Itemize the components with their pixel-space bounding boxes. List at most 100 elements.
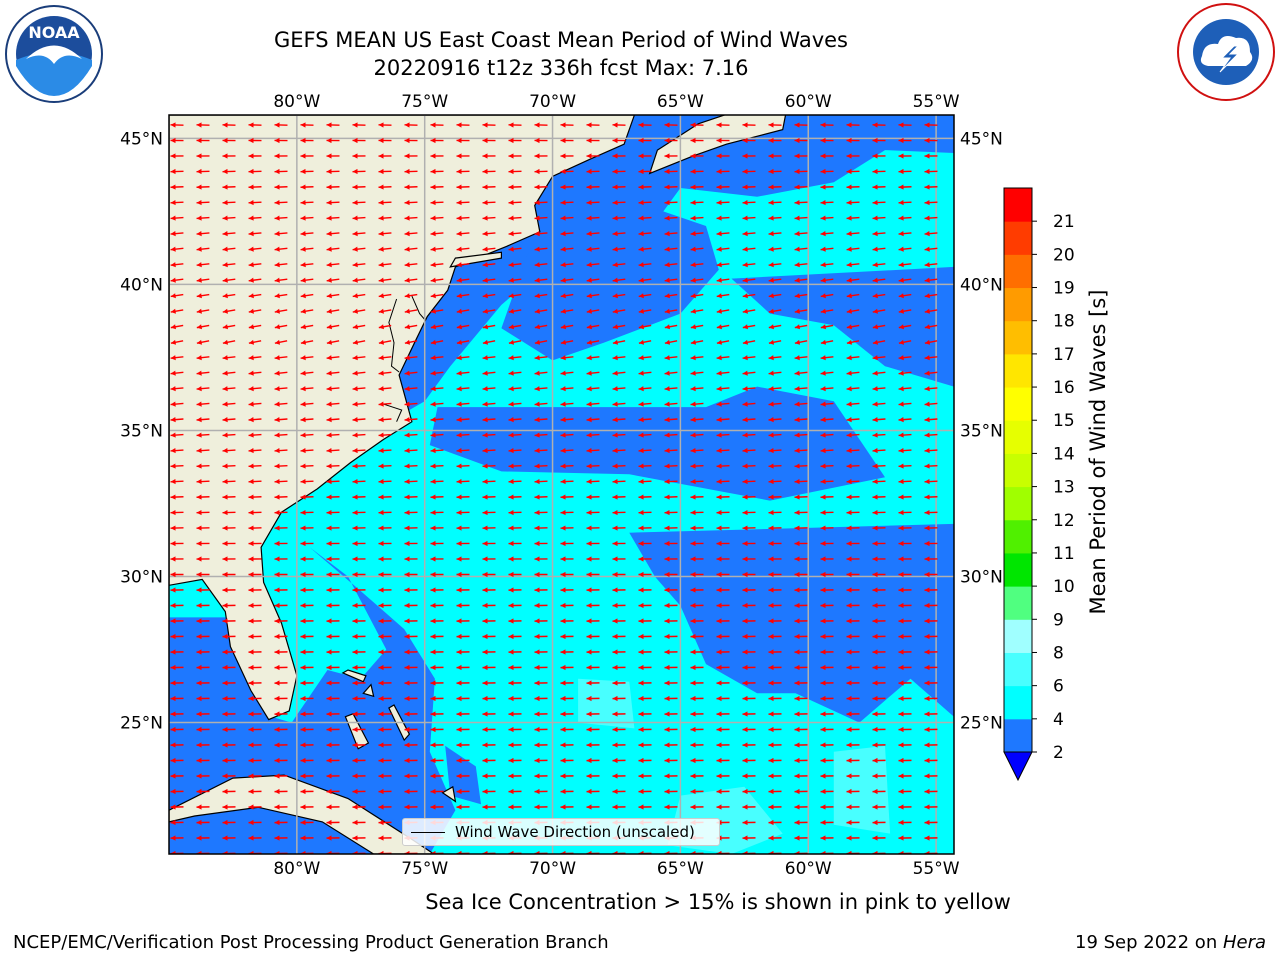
wave-direction-arrow bbox=[560, 339, 574, 345]
wave-direction-arrow bbox=[716, 184, 730, 190]
wave-direction-arrow bbox=[794, 293, 808, 299]
wave-direction-arrow bbox=[456, 153, 470, 159]
wave-direction-arrow bbox=[690, 231, 704, 237]
wave-direction-arrow bbox=[898, 509, 912, 516]
wave-direction-arrow bbox=[196, 463, 210, 469]
bay-coastline bbox=[383, 403, 403, 422]
wave-direction-arrow bbox=[716, 137, 730, 144]
wave-direction-arrow bbox=[534, 355, 548, 361]
wave-direction-arrow bbox=[222, 494, 236, 500]
wave-direction-arrow bbox=[482, 277, 496, 283]
wave-direction-arrow bbox=[352, 386, 366, 392]
wave-direction-arrow bbox=[846, 494, 860, 500]
wave-direction-arrow bbox=[248, 215, 262, 221]
wave-direction-arrow bbox=[508, 525, 522, 531]
colorbar-swatch bbox=[1004, 519, 1032, 554]
wave-direction-arrow bbox=[248, 355, 262, 361]
period-region-6-8s bbox=[578, 678, 635, 729]
wave-direction-arrow bbox=[742, 478, 756, 485]
wave-direction-arrow bbox=[638, 137, 652, 144]
wave-direction-arrow bbox=[274, 448, 288, 454]
wave-direction-arrow bbox=[300, 432, 314, 438]
wave-direction-arrow bbox=[794, 277, 808, 283]
wave-direction-arrow bbox=[612, 246, 626, 252]
wave-direction-arrow bbox=[300, 509, 314, 516]
wave-direction-arrow bbox=[846, 277, 860, 283]
wave-direction-arrow bbox=[534, 293, 548, 299]
wave-direction-arrow bbox=[456, 540, 470, 547]
wave-direction-arrow bbox=[196, 448, 210, 454]
wave-direction-arrow bbox=[482, 494, 496, 500]
wave-direction-arrow bbox=[482, 262, 496, 268]
wave-direction-arrow bbox=[352, 262, 366, 268]
wave-direction-arrow bbox=[664, 355, 678, 361]
wave-direction-arrow bbox=[586, 448, 600, 454]
wave-direction-arrow bbox=[898, 246, 912, 252]
wave-direction-arrow bbox=[456, 168, 470, 175]
wave-direction-arrow bbox=[248, 184, 262, 190]
wave-direction-arrow bbox=[534, 308, 548, 314]
wave-direction-arrow bbox=[534, 448, 548, 454]
wave-direction-arrow bbox=[326, 246, 340, 252]
wave-direction-arrow bbox=[248, 324, 262, 330]
wave-direction-arrow bbox=[820, 308, 834, 314]
colorbar-swatch bbox=[1004, 552, 1032, 587]
wave-direction-arrow bbox=[170, 525, 184, 531]
wave-direction-arrow bbox=[352, 199, 366, 206]
wave-direction-arrow bbox=[508, 432, 522, 438]
wave-direction-arrow bbox=[430, 137, 444, 144]
colorbar-swatch bbox=[1004, 287, 1032, 322]
wave-direction-arrow bbox=[612, 293, 626, 299]
wave-direction-arrow bbox=[274, 540, 288, 547]
wave-direction-arrow bbox=[196, 262, 210, 268]
wave-direction-arrow bbox=[274, 478, 288, 485]
wave-direction-arrow bbox=[664, 339, 678, 345]
wave-direction-arrow bbox=[664, 308, 678, 314]
wave-direction-arrow bbox=[586, 262, 600, 268]
wave-direction-arrow bbox=[664, 122, 678, 128]
host-name: Hera bbox=[1222, 932, 1266, 953]
wave-direction-arrow bbox=[508, 199, 522, 206]
wave-direction-arrow bbox=[638, 448, 652, 454]
wave-direction-arrow bbox=[456, 122, 470, 128]
wave-direction-arrow bbox=[222, 339, 236, 345]
wave-direction-arrow bbox=[690, 494, 704, 500]
wave-direction-arrow bbox=[378, 339, 392, 345]
wave-direction-arrow bbox=[560, 293, 574, 299]
colorbar-swatch bbox=[1004, 652, 1032, 687]
wave-direction-arrow bbox=[430, 448, 444, 454]
wave-direction-arrow bbox=[690, 122, 704, 128]
wave-direction-arrow bbox=[560, 370, 574, 376]
wave-direction-arrow bbox=[742, 509, 756, 516]
wave-direction-arrow bbox=[274, 231, 288, 237]
wave-direction-arrow bbox=[170, 293, 184, 299]
wave-direction-arrow bbox=[820, 432, 834, 438]
colorbar-tick-label: 20 bbox=[1053, 245, 1075, 265]
wave-direction-arrow bbox=[508, 355, 522, 361]
wave-direction-arrow bbox=[508, 540, 522, 547]
wave-direction-arrow bbox=[586, 386, 600, 392]
wave-direction-arrow bbox=[586, 215, 600, 221]
wave-direction-arrow bbox=[638, 293, 652, 299]
wave-direction-arrow bbox=[872, 122, 886, 128]
wave-direction-arrow bbox=[508, 448, 522, 454]
wave-direction-arrow bbox=[222, 448, 236, 454]
wave-direction-arrow bbox=[404, 184, 418, 190]
wave-direction-arrow bbox=[768, 401, 782, 407]
wave-direction-arrow bbox=[430, 231, 444, 237]
wave-direction-arrow bbox=[404, 293, 418, 299]
wave-direction-arrow bbox=[404, 246, 418, 252]
wave-direction-arrow bbox=[274, 355, 288, 361]
wave-direction-arrow bbox=[222, 355, 236, 361]
colorbar-tick-label: 10 bbox=[1053, 577, 1075, 597]
wave-direction-arrow bbox=[196, 540, 210, 547]
wave-direction-arrow bbox=[846, 324, 860, 330]
wave-direction-arrow bbox=[586, 184, 600, 190]
wave-direction-arrow bbox=[898, 478, 912, 485]
wave-direction-arrow bbox=[326, 494, 340, 500]
wave-direction-arrow bbox=[898, 324, 912, 330]
wave-direction-arrow bbox=[248, 339, 262, 345]
wave-direction-arrow bbox=[612, 448, 626, 454]
wave-direction-arrow bbox=[378, 540, 392, 547]
wave-direction-arrow bbox=[508, 122, 522, 128]
